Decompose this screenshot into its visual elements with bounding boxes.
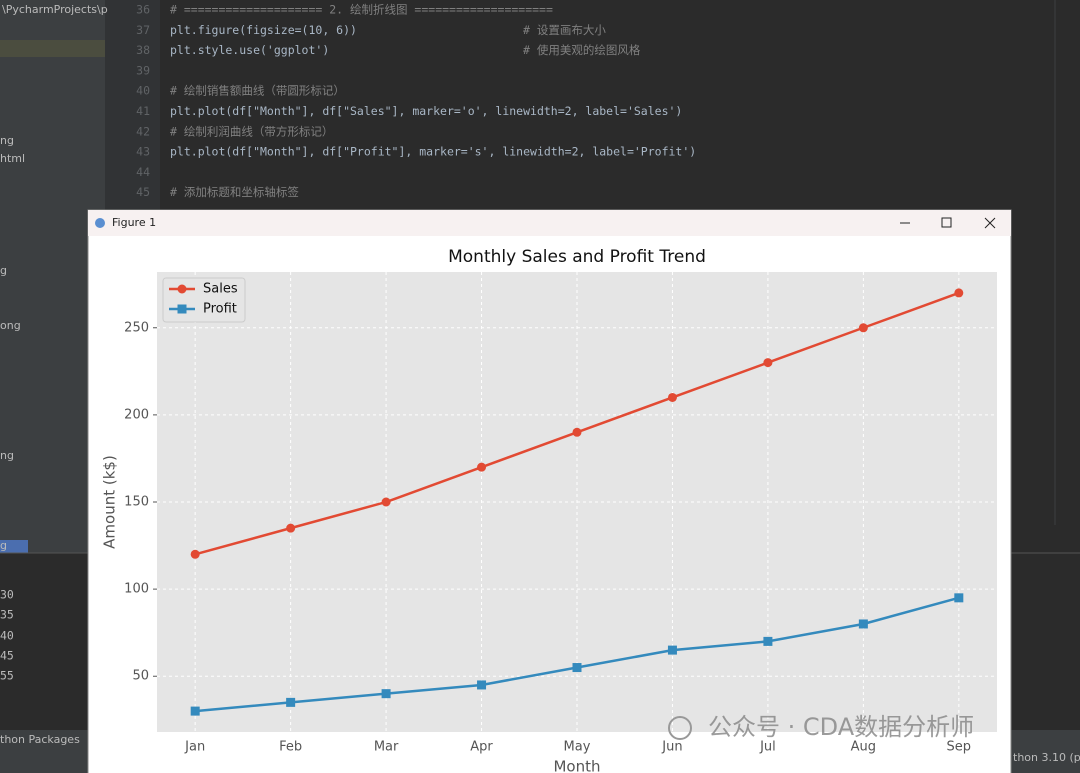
code-line: plt.plot(df["Month"], df["Sales"], marke… — [170, 104, 682, 118]
code-line: plt.plot(df["Month"], df["Profit"], mark… — [170, 145, 696, 159]
marker — [190, 549, 200, 559]
x-tick-label: Jan — [184, 740, 205, 755]
line-number: 45 — [136, 185, 150, 199]
marker — [858, 323, 868, 333]
marker — [381, 497, 391, 507]
legend-marker — [177, 304, 187, 314]
y-tick-label: 150 — [124, 495, 149, 510]
x-tick-label: Feb — [279, 740, 302, 755]
line-number: 40 — [136, 84, 150, 98]
line-number: 38 — [136, 43, 150, 57]
console-line: 40 — [0, 629, 14, 643]
project-item: html — [0, 152, 25, 165]
title-bar — [88, 210, 1011, 236]
y-tick-label: 200 — [124, 407, 149, 422]
window-title: Figure 1 — [112, 216, 156, 229]
console-line: 55 — [0, 669, 14, 683]
y-axis-label: Amount (k$) — [101, 455, 119, 549]
code-line: # 绘制销售额曲线（带圆形标记） — [170, 84, 345, 98]
marker — [667, 392, 677, 402]
legend-label: Sales — [203, 282, 238, 297]
console-line: 30 — [0, 588, 14, 602]
code-comment: # 使用美观的绘图风格 — [523, 43, 641, 57]
chart-title: Monthly Sales and Profit Trend — [448, 247, 706, 267]
code-comment: # 设置画布大小 — [523, 23, 606, 37]
marker — [763, 636, 773, 646]
marker — [954, 593, 964, 603]
marker — [572, 427, 582, 437]
x-tick-label: Aug — [851, 740, 876, 755]
x-tick-label: Mar — [374, 740, 399, 755]
marker — [858, 619, 868, 629]
marker — [763, 358, 773, 368]
line-number: 39 — [136, 63, 150, 77]
marker — [286, 523, 296, 533]
marker — [477, 680, 487, 690]
close-button[interactable] — [984, 217, 996, 229]
project-item: ng — [0, 449, 14, 462]
tool-tab: thon Packages — [0, 733, 80, 746]
marker — [381, 689, 391, 699]
code-line: plt.style.use('ggplot') — [170, 43, 329, 57]
marker — [667, 645, 677, 655]
selected-row — [0, 40, 105, 57]
code-line: # 添加标题和坐标轴标签 — [170, 185, 299, 199]
y-tick-label: 100 — [124, 582, 149, 597]
legend-label: Profit — [203, 302, 237, 317]
project-item: g — [0, 539, 7, 552]
y-tick-label: 50 — [132, 669, 149, 684]
line-number: 44 — [136, 165, 150, 179]
project-item: ng — [0, 134, 14, 147]
marker — [477, 462, 487, 472]
console-line: 45 — [0, 649, 14, 663]
watermark-icon — [668, 716, 692, 740]
x-tick-label: Sep — [947, 740, 972, 755]
line-number: 36 — [136, 3, 150, 17]
y-tick-label: 250 — [124, 320, 149, 335]
line-number: 41 — [136, 104, 150, 118]
marker — [954, 288, 964, 298]
x-tick-label: Apr — [470, 740, 493, 755]
code-line: plt.figure(figsize=(10, 6)) — [170, 23, 357, 37]
marker — [286, 697, 296, 707]
x-tick-label: Jun — [661, 740, 682, 755]
x-tick-label: Jul — [759, 740, 776, 755]
x-tick-label: May — [564, 740, 591, 755]
project-item: ong — [0, 319, 21, 332]
legend-marker — [177, 284, 187, 294]
interpreter: thon 3.10 (p — [1013, 751, 1080, 764]
code-line: # 绘制利润曲线（带方形标记） — [170, 124, 333, 138]
app-icon — [95, 218, 105, 228]
line-number: 43 — [136, 145, 150, 159]
line-number: 42 — [136, 124, 150, 138]
selected-file — [0, 540, 28, 553]
marker — [190, 706, 200, 716]
watermark: 公众号 · CDA数据分析师 — [708, 713, 974, 741]
x-axis-label: Month — [553, 758, 600, 773]
code-line: # ==================== 2. 绘制折线图 ========… — [170, 3, 553, 17]
marker — [572, 663, 582, 673]
maximize-button[interactable] — [941, 217, 952, 228]
console-line: 35 — [0, 608, 14, 622]
line-number: 37 — [136, 23, 150, 37]
project-item: g — [0, 264, 7, 277]
project-path: \PycharmProjects\p — [2, 3, 108, 16]
